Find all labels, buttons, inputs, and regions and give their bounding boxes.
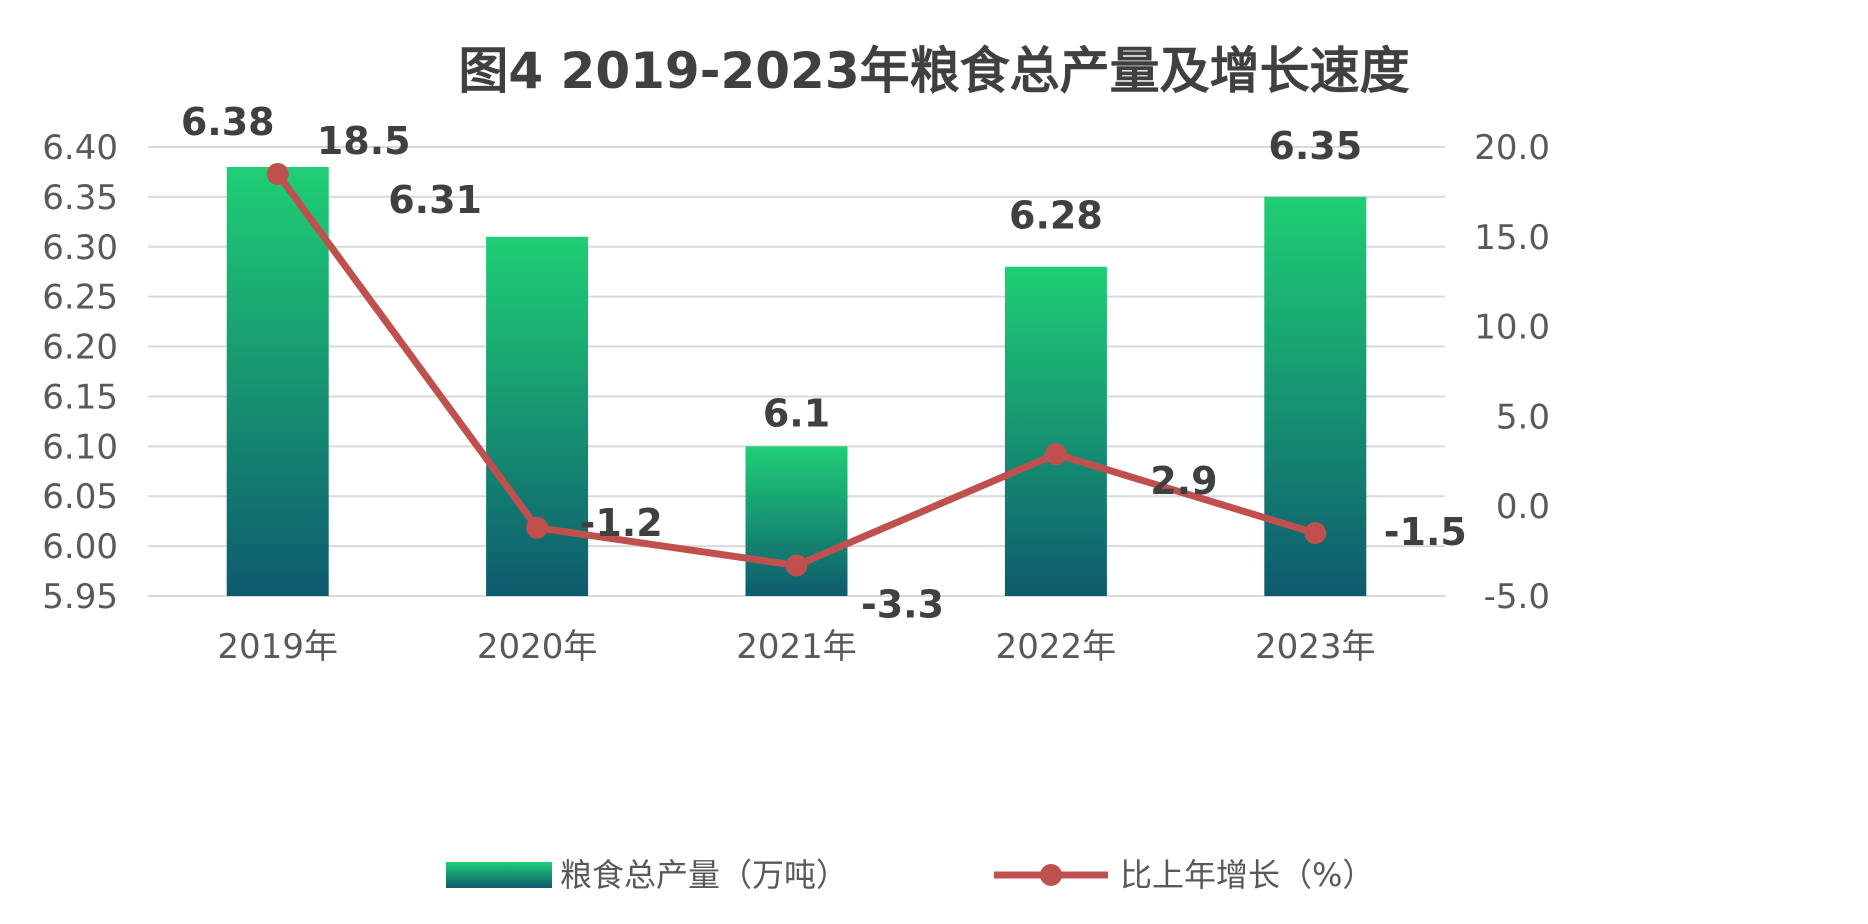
y-left-tick-label: 6.35: [42, 178, 118, 218]
line-data-label: 18.5: [317, 119, 411, 163]
chart-title: 图4 2019-2023年粮食总产量及增长速度: [458, 42, 1409, 100]
line-point: [785, 554, 808, 577]
x-tick-label: 2021年: [736, 627, 857, 667]
bar-series: [226, 166, 1367, 597]
x-tick-label: 2022年: [996, 627, 1117, 667]
y-left-tick-label: 6.40: [42, 128, 118, 168]
y-right-tick-label: 20.0: [1474, 128, 1550, 168]
y-left-tick-label: 5.95: [42, 577, 118, 617]
x-tick-label: 2019年: [217, 627, 338, 667]
bar-data-label: 6.31: [388, 178, 482, 222]
y-left-tick-label: 6.05: [42, 477, 118, 517]
line-point: [1044, 443, 1067, 466]
legend-swatch-marker: [1040, 864, 1062, 886]
y-left-tick-label: 6.10: [42, 427, 118, 467]
bar-data-label: 6.28: [1009, 194, 1103, 238]
y-axis-right: -5.0 0.0 5.0 10.0 15.0 20.0: [1474, 128, 1550, 617]
y-right-tick-label: -5.0: [1484, 577, 1550, 617]
y-axis-left: 5.95 6.00 6.05 6.10 6.15 6.20 6.25 6.30 6.35 6.40: [42, 128, 118, 617]
bar: [226, 166, 329, 596]
x-axis: 2019年 2020年 2021年 2022年 2023年: [217, 627, 1375, 667]
line-point: [266, 162, 289, 185]
y-left-tick-label: 6.00: [42, 527, 118, 567]
line-point: [526, 516, 549, 539]
data-labels: 6.38 6.31 6.1 6.28 6.35 18.5 -1.2 -3.3 2.9 -1.5: [181, 100, 1467, 627]
x-tick-label: 2020年: [477, 627, 598, 667]
line-data-label: -1.2: [580, 501, 663, 545]
y-left-tick-label: 6.20: [42, 328, 118, 368]
line-data-label: -1.5: [1384, 510, 1467, 554]
bar-data-label: 6.1: [763, 391, 830, 435]
y-left-tick-label: 6.15: [42, 377, 118, 417]
line-data-label: -3.3: [861, 582, 944, 626]
y-left-tick-label: 6.25: [42, 278, 118, 318]
line-data-label: 2.9: [1150, 459, 1217, 503]
x-tick-label: 2023年: [1255, 627, 1376, 667]
bar: [1004, 266, 1107, 596]
y-right-tick-label: 10.0: [1474, 308, 1550, 348]
legend-label-line: 比上年增长（%）: [1120, 856, 1374, 894]
legend-swatch-bar: [446, 862, 552, 888]
bar-data-label: 6.38: [181, 100, 275, 144]
legend: 粮食总产量（万吨） 比上年增长（%）: [446, 856, 1374, 894]
bar-data-label: 6.35: [1268, 124, 1362, 168]
y-right-tick-label: 15.0: [1474, 218, 1550, 258]
line-series: [266, 162, 1327, 577]
y-left-tick-label: 6.30: [42, 228, 118, 268]
y-right-tick-label: 5.0: [1496, 397, 1550, 437]
y-right-tick-label: 0.0: [1496, 487, 1550, 527]
bar: [486, 236, 589, 597]
line-point: [1304, 522, 1327, 545]
legend-label-bar: 粮食总产量（万吨）: [560, 856, 848, 894]
